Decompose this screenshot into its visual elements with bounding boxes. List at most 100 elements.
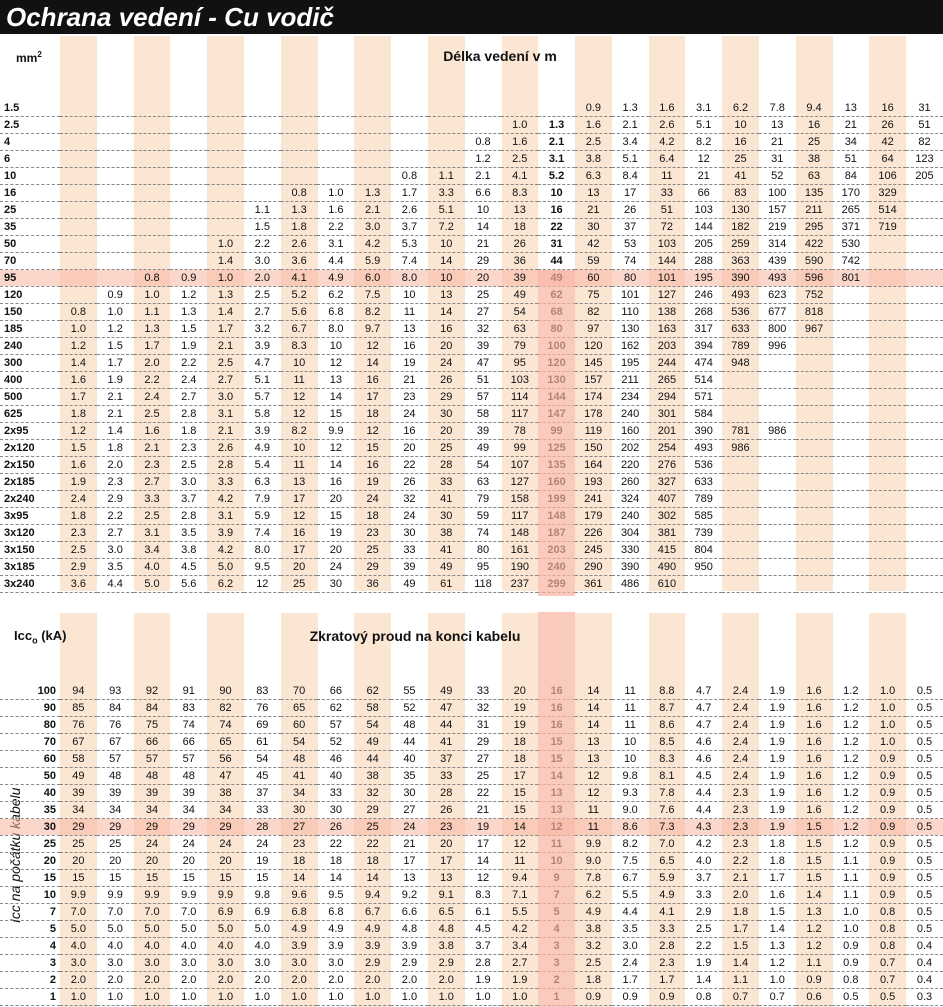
icc-cell: 10 (611, 750, 649, 768)
section-cell (869, 473, 906, 491)
section-cell: 2.3 (170, 439, 208, 457)
icc-cell: 37 (243, 784, 281, 802)
section-cell (795, 473, 833, 491)
icc-cell: 33 (427, 767, 465, 785)
section-cell: 329 (869, 184, 906, 202)
short-circuit-table: 100949392919083706662554933201614118.84.… (0, 683, 943, 1006)
icc-cell: 3.8 (427, 937, 465, 955)
section-cell (96, 133, 134, 151)
icc-cell: 12 (501, 835, 539, 853)
section-cell (795, 337, 833, 355)
icc-cell: 65 (280, 699, 318, 717)
section-cell (207, 116, 244, 134)
section-cell: 2.1 (207, 422, 244, 440)
icc-cell: 3.0 (611, 937, 649, 955)
section-cell: 14 (427, 252, 465, 270)
icc-cell: 1.4 (722, 954, 759, 972)
section-cell: 2.7 (133, 473, 171, 491)
icc-cell: 74 (170, 716, 208, 734)
icc-cell: 0.9 (869, 869, 906, 887)
icc-cell: 4.2 (685, 835, 723, 853)
section-cell: 220 (611, 456, 649, 474)
icc-cell: 0.4 (905, 971, 943, 989)
section-cell: 15 (354, 439, 392, 457)
icc-cell: 66 (170, 733, 208, 751)
icc-cell: 1.0 (869, 683, 906, 700)
section-cell: 1.4 (207, 303, 244, 321)
section-cell (60, 116, 97, 134)
section-cell (832, 303, 870, 321)
icc-cell: 1.9 (758, 733, 796, 751)
icc-cell: 9.5 (317, 886, 355, 904)
section-cell: 2.6 (391, 201, 428, 219)
section-cell (96, 116, 134, 134)
section-cell: 26 (869, 116, 906, 134)
icc-cell: 44 (427, 716, 465, 734)
icc-cell: 3.2 (574, 937, 612, 955)
section-cell (170, 133, 208, 151)
section-cell: 3.0 (207, 388, 244, 406)
icc-cell: 4.7 (685, 683, 723, 700)
icc-row-label: 10 (0, 886, 61, 904)
section-row: 6 1.2 2.5 3.1 3.8 5.1 6.4 12 25 31 38 51 64 123 (0, 150, 943, 168)
icc-cell: 0.5 (905, 801, 943, 819)
section-row: 5001.72.12.42.73.05.71214172329571141441… (0, 388, 943, 406)
section-cell (869, 354, 906, 372)
section-cell (869, 439, 906, 457)
icc-cell: 8.6 (611, 818, 649, 836)
short-circuit-heading: Zkratový proud na konci kabelu (309, 628, 521, 644)
section-cell: 2.5 (207, 354, 244, 372)
section-cell (869, 371, 906, 389)
section-cell: 148 (501, 524, 539, 542)
section-cell (207, 133, 244, 151)
section-cell: 5.9 (243, 507, 281, 525)
icc-cell: 33 (464, 683, 502, 700)
section-cell: 12 (685, 150, 723, 168)
icc-cell: 2.3 (648, 954, 686, 972)
icc-cell: 12 (574, 767, 612, 785)
icc-cell: 29 (354, 801, 392, 819)
icc-cell: 7.0 (60, 903, 97, 921)
section-cell (354, 133, 392, 151)
section-cell: 12 (354, 337, 392, 355)
icc-cell: 54 (243, 750, 281, 768)
section-cell: 16 (795, 116, 833, 134)
section-cell: 19 (317, 524, 355, 542)
section-cell (869, 575, 906, 593)
icc-cell: 41 (427, 733, 465, 751)
icc-cell: 25 (354, 818, 392, 836)
icc-cell: 2.0 (317, 971, 355, 989)
section-cell: 20 (317, 541, 355, 559)
icc-cell: 15 (501, 801, 539, 819)
section-cell: 390 (611, 558, 649, 576)
section-cell: 114 (501, 388, 539, 406)
icc-cell: 57 (133, 750, 171, 768)
icc-cell: 4.4 (685, 801, 723, 819)
section-cell: 1.3 (538, 116, 575, 134)
icc-cell: 9.9 (170, 886, 208, 904)
section-cell: 8.4 (611, 167, 649, 185)
icc-cell: 1.0 (96, 988, 134, 1006)
section-cell: 41 (722, 167, 759, 185)
section-cell: 2.4 (133, 388, 171, 406)
section-cell: 15 (317, 507, 355, 525)
section-cell: 390 (722, 269, 759, 287)
icc-cell: 65 (207, 733, 244, 751)
icc-cell: 1.0 (354, 988, 392, 1006)
section-cell: 123 (905, 150, 943, 168)
icc-cell: 19 (501, 716, 539, 734)
icc-cell: 2.5 (685, 920, 723, 938)
section-cell: 2.1 (538, 133, 575, 151)
icc-cell: 5.9 (648, 869, 686, 887)
section-cell: 3.0 (170, 473, 208, 491)
section-cell (722, 524, 759, 542)
section-cell (905, 456, 943, 474)
section-cell: 29 (464, 252, 502, 270)
section-cell: 8.0 (243, 541, 281, 559)
section-cell: 80 (464, 541, 502, 559)
icc-cell: 14 (501, 818, 539, 836)
section-cell: 42 (574, 235, 612, 253)
section-row: 25 1.1 1.3 1.6 2.1 2.6 5.1 10 13 16 21 26 51 103 130 15… (0, 201, 943, 219)
section-cell: 4.0 (133, 558, 171, 576)
